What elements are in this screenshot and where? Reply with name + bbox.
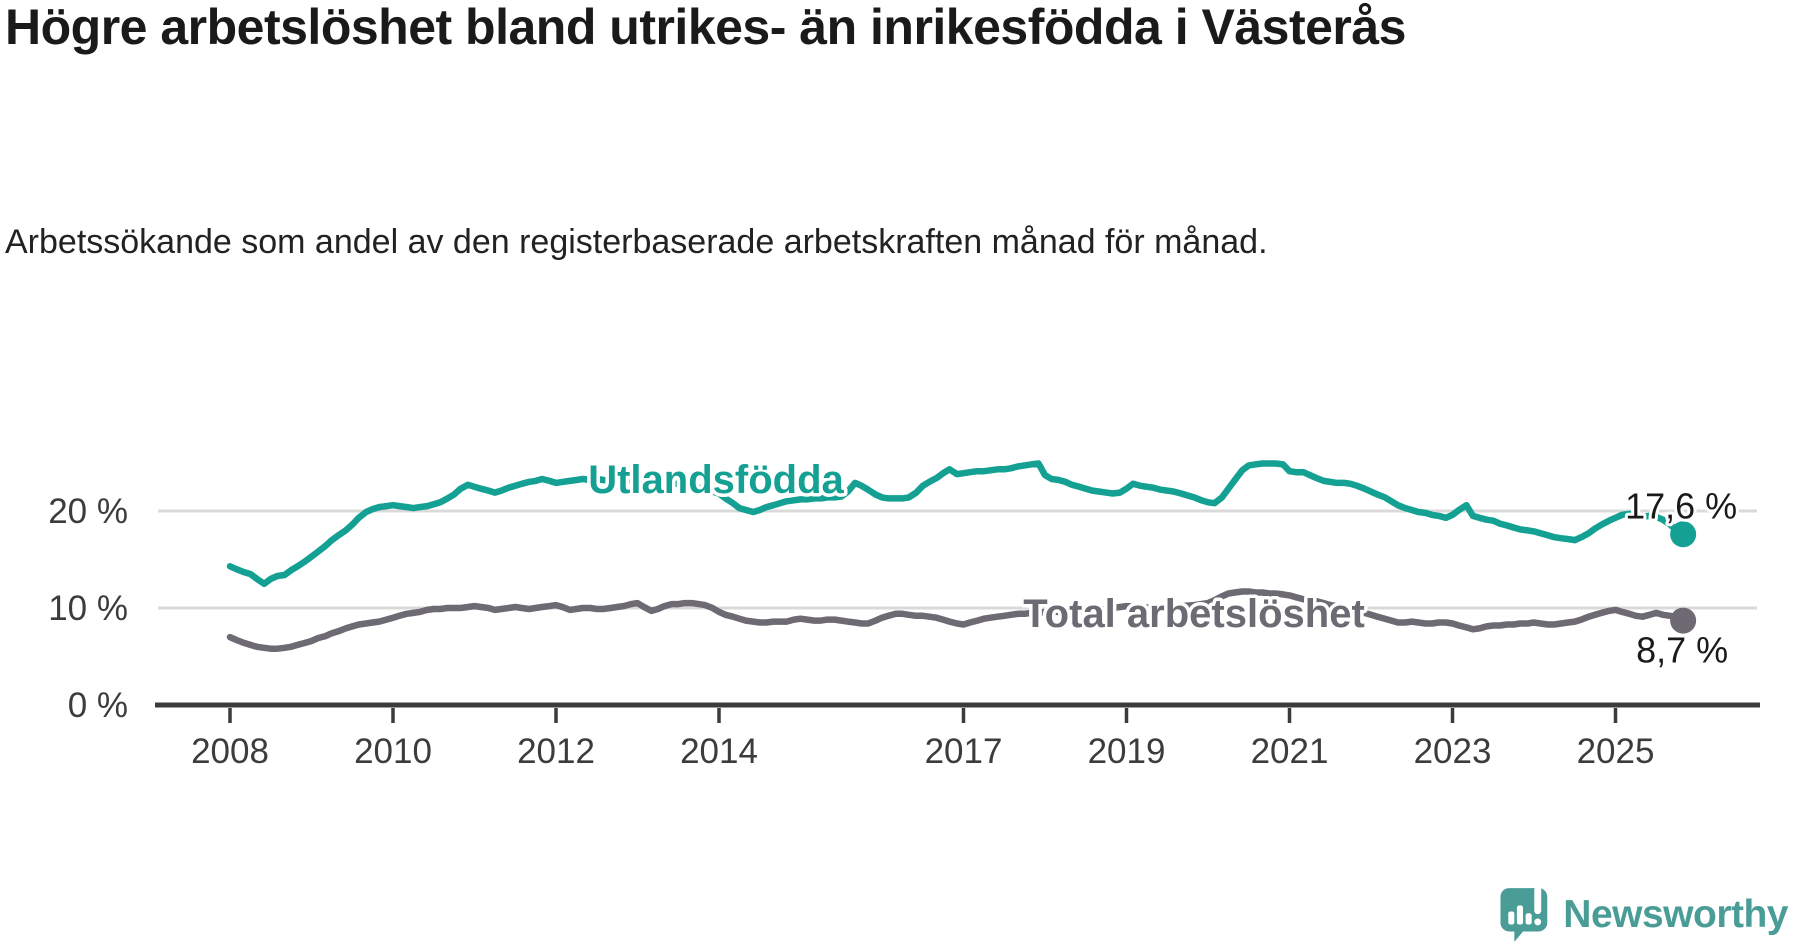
- y-tick-label: 10 %: [48, 589, 128, 628]
- speech-bubble-bar-chart-icon: [1500, 886, 1548, 942]
- page-title: Högre arbetslöshet bland utrikes- än inr…: [5, 0, 1406, 55]
- series-label: Utlandsfödda: [588, 458, 844, 502]
- x-tick-label: 2021: [1251, 732, 1329, 771]
- series-lines: [226, 460, 1687, 652]
- y-axis-labels: 0 % 10 % 20 %: [48, 492, 128, 725]
- chart-subtitle: Arbetssökande som andel av den registerb…: [5, 223, 1268, 261]
- series-label: Total arbetslöshet: [1023, 592, 1365, 636]
- y-tick-label: 20 %: [48, 492, 128, 531]
- logo-wordmark: Newsworthy: [1563, 893, 1788, 936]
- y-tick-label: 0 %: [68, 686, 128, 725]
- series-end-dot: [1670, 607, 1697, 634]
- x-tick-label: 2025: [1577, 732, 1655, 771]
- series-inline-labels: Utlandsfödda Total arbetslöshet: [585, 455, 1369, 640]
- x-tick-label: 2017: [925, 732, 1003, 771]
- x-tick-label: 2010: [354, 732, 432, 771]
- series-end-value: 8,7 %: [1636, 630, 1728, 671]
- series-line-utlandsfodda: [226, 460, 1687, 588]
- x-tick-label: 2008: [191, 732, 269, 771]
- series-line-total: [226, 588, 1687, 652]
- x-tick-label: 2012: [517, 732, 595, 771]
- x-axis: [155, 702, 1760, 723]
- x-axis-labels: 2008 2010 2012 2014 2017 2019 2021 2023 2025: [191, 732, 1654, 771]
- x-tick-label: 2019: [1088, 732, 1166, 771]
- x-tick-label: 2014: [680, 732, 758, 771]
- series-end-dot: [1670, 521, 1697, 548]
- series-end-value: 17,6 %: [1625, 485, 1737, 526]
- x-tick-label: 2023: [1414, 732, 1492, 771]
- newsworthy-logo: Newsworthy: [1497, 886, 1788, 944]
- series-end-markers: 17,6 % 8,7 %: [1622, 482, 1740, 673]
